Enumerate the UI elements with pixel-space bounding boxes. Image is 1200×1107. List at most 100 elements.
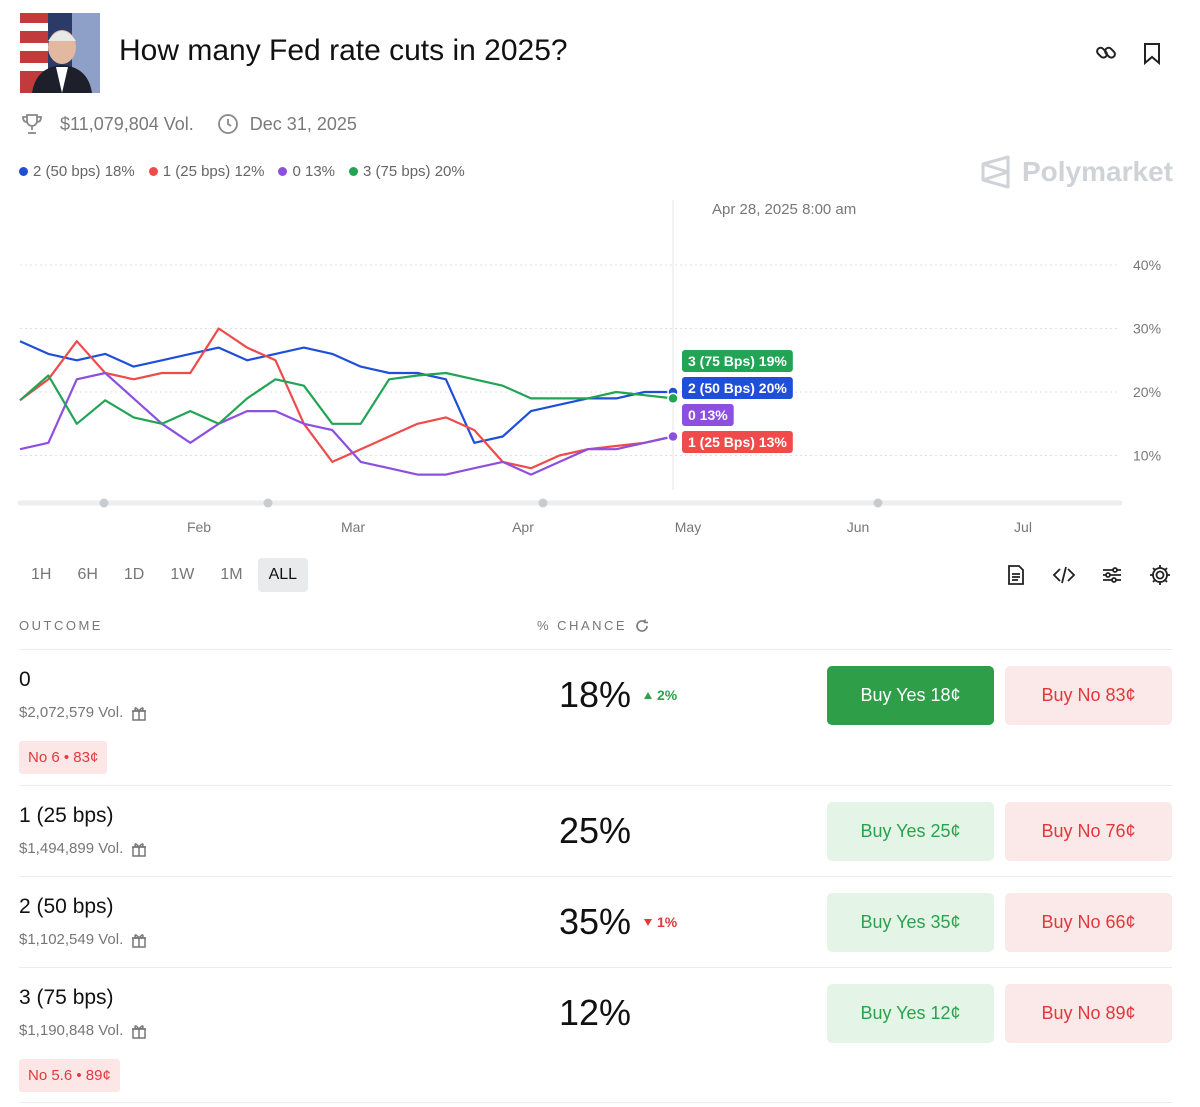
timeframe-bar: 1H 6H 1D 1W 1M ALL [20, 558, 309, 592]
series-line [19, 371, 674, 476]
outcome-row: 2 (50 bps) $1,102,549 Vol. 35% 1% Buy Yes 35… [19, 876, 1172, 967]
timeframe-button[interactable]: ALL [257, 558, 309, 592]
end-label: 1 (25 Bps) 13% [688, 434, 787, 450]
timeline-dot [873, 498, 883, 508]
clock-icon [217, 114, 238, 134]
timeline-dot [538, 498, 548, 508]
timeframe-button[interactable]: 1D [123, 566, 145, 583]
change-arrow [644, 691, 652, 699]
outcome-table: 0 $2,072,579 Vol. 18% 2% Buy Yes 18¢ Buy No 8… [19, 649, 1172, 1103]
end-label-box [682, 404, 734, 426]
legend-item: 2 (50 bps) 18% [19, 163, 135, 180]
outcome-volume-wrap: $1,190,848 Vol. [19, 1022, 147, 1039]
brand-icon [981, 155, 1010, 189]
position-tag: No 6 • 83¢ [19, 741, 108, 774]
chance-header-wrap: % CHANCE [537, 618, 649, 633]
trophy-icon [22, 114, 42, 134]
y-tick-label: 10% [1133, 448, 1161, 464]
timeframe-button[interactable]: 6H [77, 566, 98, 583]
outcome-volume-wrap: $1,102,549 Vol. [19, 931, 147, 948]
series-end-dot [667, 430, 679, 443]
end-label-box [682, 431, 793, 453]
timeline-dot [263, 498, 273, 508]
outcome-name: 1 (25 bps) [19, 804, 114, 827]
outcome-volume: $1,190,848 Vol. [19, 1022, 124, 1039]
gift-icon [132, 1024, 147, 1039]
legend-item: 3 (75 bps) 20% [349, 163, 465, 180]
filter-icon[interactable] [1100, 563, 1124, 587]
outcome-row: 0 $2,072,579 Vol. 18% 2% Buy Yes 18¢ Buy No 8… [19, 649, 1172, 785]
timeframe-button[interactable]: 1M [220, 566, 243, 583]
end-label: 0 13% [688, 407, 728, 423]
legend-dot [19, 167, 28, 176]
end-label: 3 (75 Bps) 19% [688, 353, 787, 369]
outcome-name: 2 (50 bps) [19, 895, 114, 918]
position-tag: No 5.6 • 89¢ [19, 1059, 120, 1092]
legend-label: 3 (75 bps) 20% [363, 163, 465, 180]
outcome-name: 0 [19, 668, 31, 691]
buy-no-button[interactable]: Buy No 76¢ [1005, 802, 1172, 861]
chance-change: 2% [643, 687, 677, 703]
chance-header: % CHANCE [537, 618, 628, 633]
brand-logo: Polymarket [980, 155, 1173, 189]
outcome-chance: 35% [559, 901, 632, 942]
legend-item: 0 13% [278, 163, 335, 180]
timeframe-button[interactable]: 1H [31, 566, 52, 583]
chart-tools [1004, 563, 1172, 587]
brand-name: Polymarket [1022, 156, 1173, 187]
timeframe-button[interactable]: 1W [170, 566, 195, 583]
embed-icon[interactable] [1052, 563, 1076, 587]
gift-icon [132, 933, 147, 948]
link-icon[interactable] [1094, 40, 1120, 66]
buy-yes-button[interactable]: Buy Yes 25¢ [827, 802, 994, 861]
settings-icon[interactable] [1148, 563, 1172, 587]
legend-label: 2 (50 bps) 18% [33, 163, 135, 180]
legend-label: 0 13% [292, 163, 336, 180]
y-tick-label: 20% [1133, 384, 1161, 400]
legend-dot [349, 167, 359, 176]
series-line [19, 371, 674, 425]
outcome-chance: 12% [559, 992, 632, 1033]
series-line [19, 340, 673, 444]
buy-yes-button[interactable]: Buy Yes 35¢ [827, 893, 994, 952]
market-title: How many Fed rate cuts in 2025? [119, 34, 568, 67]
x-tick-label: Jul [1014, 519, 1032, 535]
buy-no-button[interactable]: Buy No 83¢ [1005, 666, 1172, 725]
series-line [19, 327, 674, 470]
end-label-box [682, 377, 793, 399]
outcome-row: 3 (75 bps) $1,190,848 Vol. 12% Buy Yes 12¢ B… [19, 967, 1172, 1103]
x-tick-label: May [675, 519, 701, 535]
outcome-name: 3 (75 bps) [19, 986, 114, 1009]
buy-yes-button[interactable]: Buy Yes 18¢ [827, 666, 994, 725]
outcome-chance: 25% [559, 810, 632, 851]
market-image [20, 13, 100, 93]
buy-yes-button[interactable]: Buy Yes 12¢ [827, 984, 994, 1043]
legend-label: 1 (25 bps) 12% [162, 163, 265, 180]
x-tick-label: Mar [341, 519, 365, 535]
series-end-dot [667, 392, 679, 405]
gift-icon [132, 706, 147, 721]
change-arrow [644, 918, 652, 926]
hover-label: Apr 28, 2025 8:00 am [712, 201, 856, 218]
outcome-volume: $1,102,549 Vol. [19, 931, 124, 948]
x-tick-label: Apr [512, 519, 534, 535]
end-date: Dec 31, 2025 [249, 113, 357, 134]
buy-no-button[interactable]: Buy No 66¢ [1005, 893, 1172, 952]
volume: $11,079,804 Vol. [60, 113, 194, 134]
chance-change-value: 2% [657, 687, 678, 703]
outcome-row: 1 (25 bps) $1,494,899 Vol. 25% Buy Yes 25¢ B… [19, 785, 1172, 876]
outcome-volume: $2,072,579 Vol. [19, 704, 124, 721]
bookmark-icon[interactable] [1141, 41, 1163, 67]
timeline-dot [99, 498, 109, 508]
doc-icon[interactable] [1004, 563, 1028, 587]
legend: 2 (50 bps) 18% 1 (25 bps) 12% 0 13% 3 (75 b… [19, 163, 465, 180]
refresh-icon[interactable] [635, 619, 649, 633]
legend-item: 1 (25 bps) 12% [148, 163, 265, 180]
legend-dot [278, 167, 288, 176]
outcome-chance: 18% [559, 674, 632, 715]
outcome-header: OUTCOME [19, 618, 103, 633]
chance-change: 1% [643, 914, 677, 930]
buy-no-button[interactable]: Buy No 89¢ [1005, 984, 1172, 1043]
legend-dot [148, 167, 158, 176]
